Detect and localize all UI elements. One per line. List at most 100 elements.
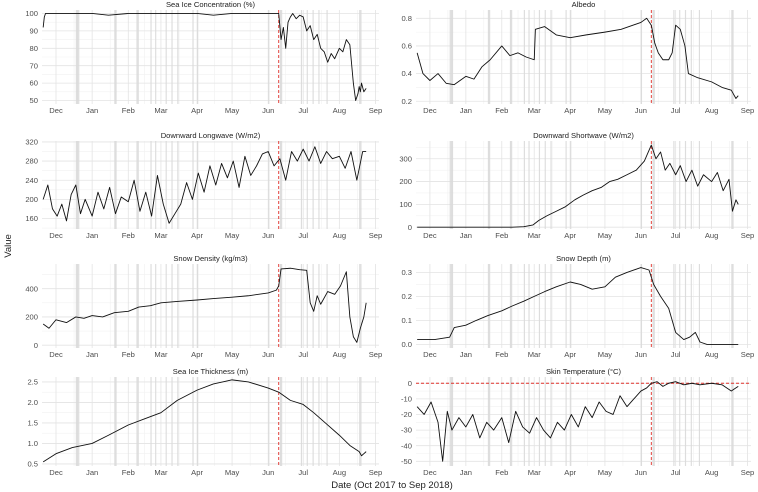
y-tick-label: 0.1 (401, 316, 412, 325)
shaded-band (509, 10, 512, 104)
shaded-band (523, 10, 525, 104)
y-tick-label: 80 (30, 44, 38, 53)
shaded-band (653, 377, 655, 466)
x-tick-label: Jul (298, 106, 308, 115)
shaded-band (114, 264, 116, 348)
shaded-band (511, 141, 513, 229)
x-tick-label: Jun (262, 468, 274, 477)
x-tick-label: Dec (423, 106, 437, 115)
x-tick-label: Jan (460, 106, 472, 115)
x-tick-label: Dec (49, 350, 63, 359)
shaded-band (565, 10, 567, 104)
panel-title: Snow Depth (m) (556, 254, 611, 263)
x-tick-label: Jan (86, 468, 98, 477)
shaded-band (538, 377, 541, 466)
shaded-band (538, 141, 541, 229)
shaded-band (326, 264, 328, 348)
y-tick-label: 200 (399, 177, 412, 186)
shaded-band (115, 141, 117, 229)
x-tick-label: Jun (635, 231, 647, 240)
shaded-band (550, 10, 552, 104)
y-tick-label: 0.8 (401, 14, 412, 23)
y-tick-label: 60 (30, 79, 38, 88)
panel-title: Sea Ice Concentration (%) (166, 0, 256, 9)
shaded-band (511, 377, 513, 466)
shaded-band (489, 377, 491, 466)
x-tick-label: Jun (262, 231, 274, 240)
shaded-band (360, 10, 362, 104)
shaded-band (509, 377, 512, 466)
y-tick-label: 200 (25, 313, 38, 322)
shaded-band (75, 264, 77, 348)
shaded-band (544, 141, 546, 229)
shaded-band (177, 377, 179, 466)
shaded-band (279, 264, 282, 348)
shaded-band (528, 264, 530, 348)
shaded-band (732, 141, 734, 229)
panel-title: Skin Temperature (°C) (546, 367, 622, 376)
shaded-band (197, 141, 199, 229)
shaded-band (359, 264, 361, 348)
x-tick-label: Apr (191, 350, 203, 359)
shaded-band (640, 264, 643, 348)
shaded-band (300, 10, 303, 104)
shaded-band (197, 377, 199, 466)
x-tick-label: Dec (423, 468, 437, 477)
shaded-band (165, 141, 167, 229)
x-tick-label: Mar (528, 231, 542, 240)
shaded-band (550, 264, 552, 348)
x-tick-label: Apr (564, 468, 576, 477)
x-tick-label: Sep (741, 350, 755, 359)
shaded-band (115, 377, 117, 466)
y-tick-label: 100 (399, 200, 412, 209)
x-tick-label: Jul (298, 231, 308, 240)
x-tick-label: Sep (369, 106, 383, 115)
shaded-band (114, 141, 116, 229)
shaded-band (523, 141, 525, 229)
shaded-band (268, 264, 270, 348)
x-tick-label: Feb (122, 231, 135, 240)
shaded-band (544, 10, 546, 104)
y-tick-label: -20 (401, 410, 412, 419)
x-tick-label: Feb (495, 468, 508, 477)
y-tick-label: 0 (34, 341, 38, 350)
shaded-band (673, 377, 675, 466)
shaded-band (312, 10, 314, 104)
x-tick-label: Sep (369, 350, 383, 359)
x-tick-label: May (225, 231, 240, 240)
x-tick-label: Aug (333, 231, 347, 240)
shaded-band (450, 141, 452, 229)
series-line (42, 379, 367, 463)
y-tick-label: 0.6 (401, 42, 412, 51)
x-tick-label: Jan (460, 468, 472, 477)
y-tick-label: 0.4 (401, 69, 412, 78)
shaded-band (171, 141, 173, 229)
shaded-band (640, 141, 643, 229)
shaded-band (565, 141, 567, 229)
y-tick-label: 1.5 (27, 419, 38, 428)
shaded-band (197, 264, 199, 348)
x-tick-label: Dec (49, 468, 63, 477)
shaded-band (684, 10, 687, 104)
x-tick-label: Dec (49, 106, 63, 115)
shaded-band (326, 377, 328, 466)
shaded-band (165, 10, 167, 104)
shaded-band (487, 377, 490, 466)
x-tick-label: Sep (741, 231, 755, 240)
x-tick-label: Feb (495, 106, 508, 115)
shaded-band (653, 141, 655, 229)
shaded-band (652, 10, 654, 104)
shaded-band (640, 377, 643, 466)
panel-title: Snow Density (kg/m3) (173, 254, 248, 263)
panel-title: Sea Ice Thickness (m) (173, 367, 249, 376)
x-tick-label: Aug (705, 231, 719, 240)
x-tick-label: May (225, 350, 240, 359)
x-tick-label: May (598, 350, 613, 359)
series-line (42, 13, 367, 101)
x-tick-label: Jan (460, 350, 472, 359)
shaded-band (165, 264, 167, 348)
shaded-band (698, 10, 700, 104)
shaded-band (171, 10, 173, 104)
x-tick-label: Aug (333, 106, 347, 115)
panel: Sea Ice Concentration (%) 50 60 70 80 90 100 De… (25, 0, 382, 115)
